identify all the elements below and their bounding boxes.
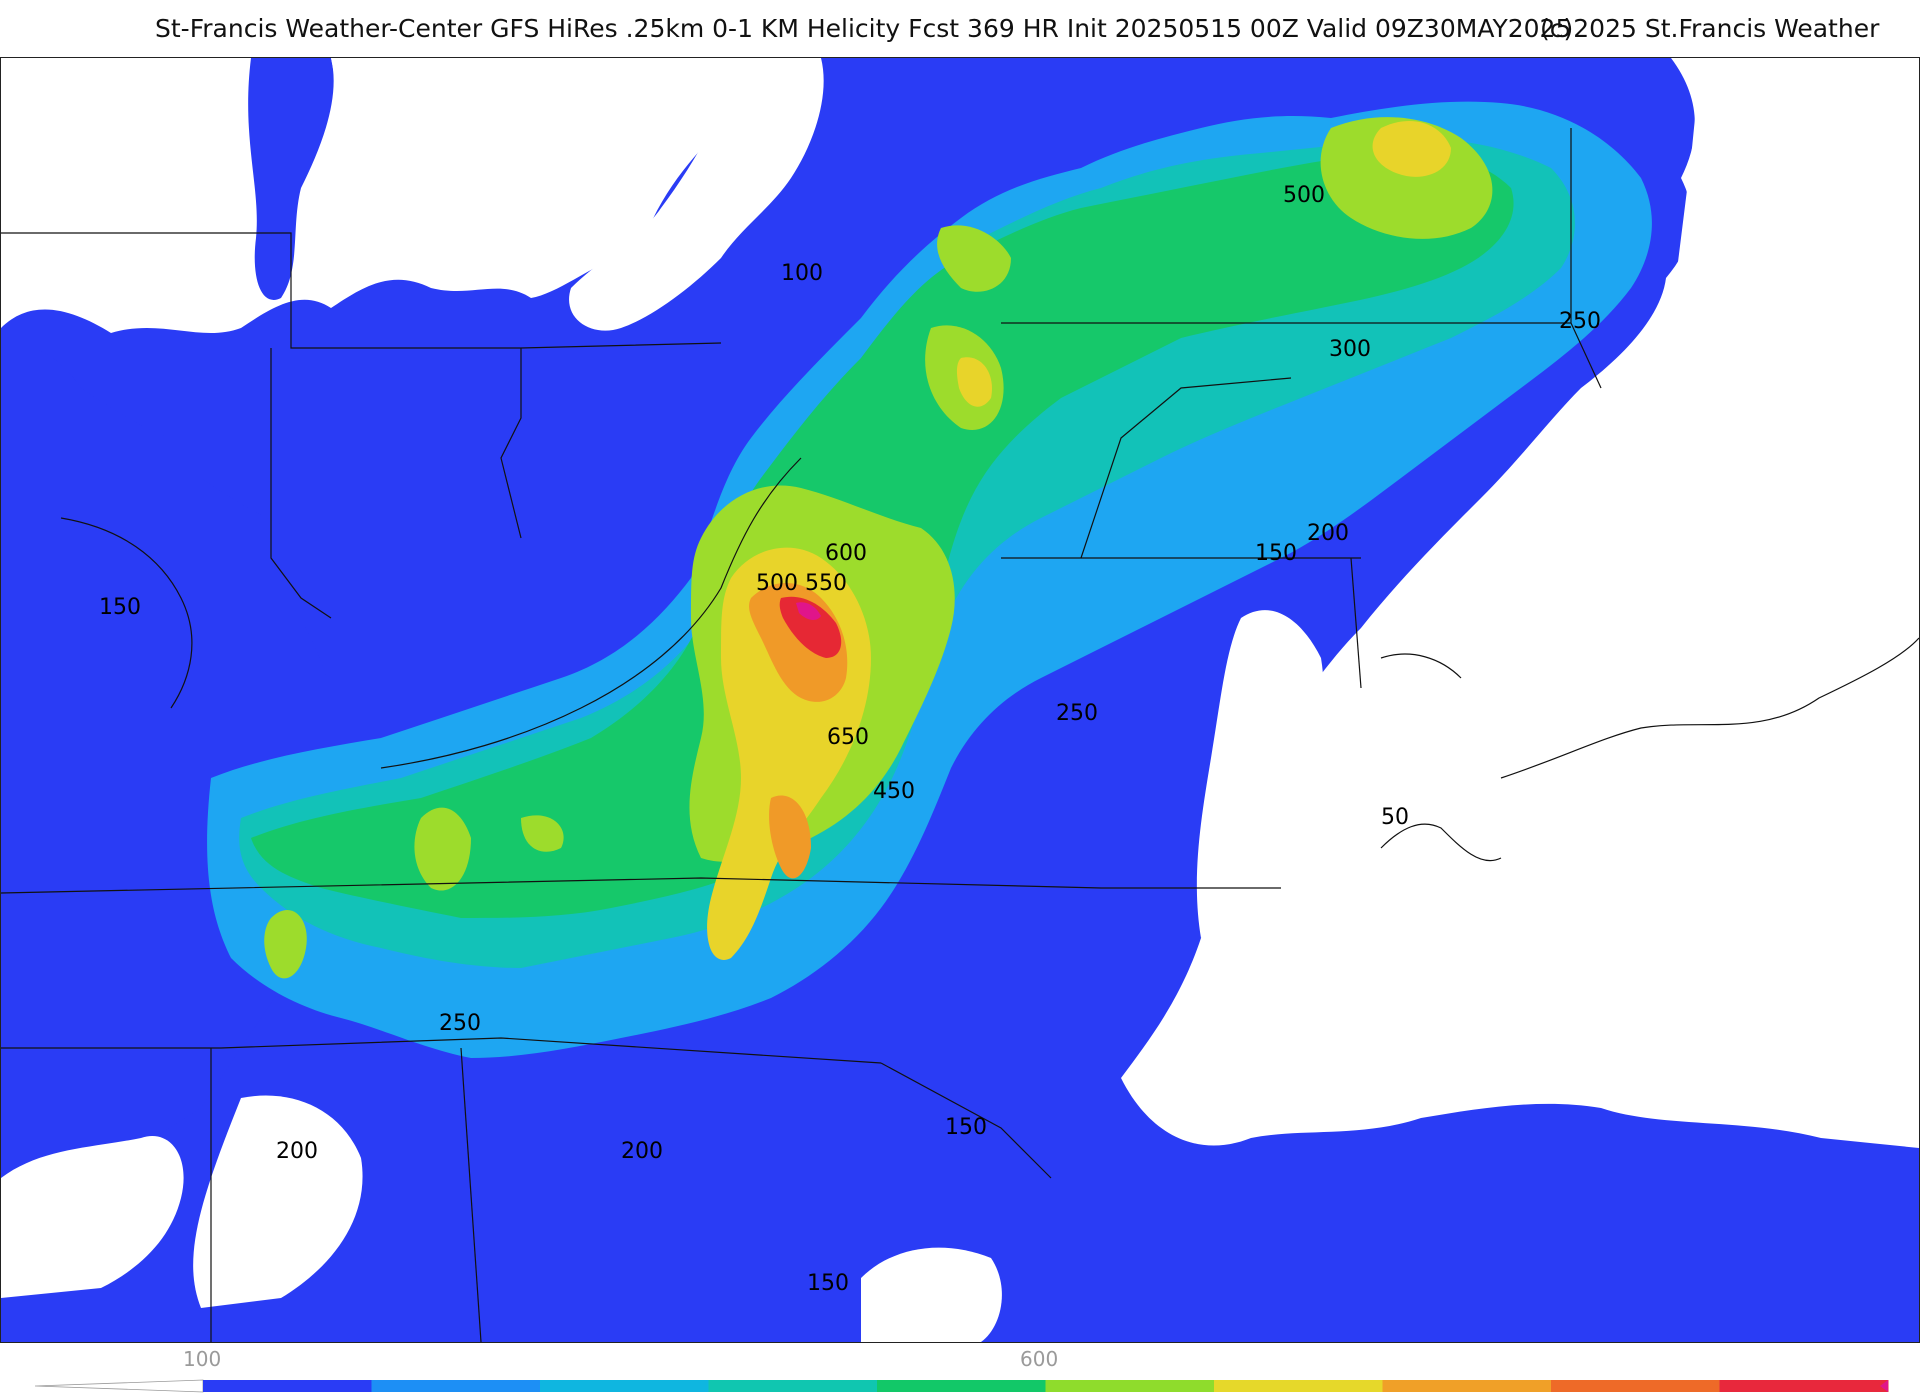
contour-labels: 100 150 500 550 600 650 450 250 200 150 …	[99, 183, 1601, 1296]
contour-label: 500 550	[756, 571, 847, 596]
colorbar-segment	[540, 1380, 709, 1392]
fill-yellowgreen-n2	[937, 225, 1011, 292]
colorbar-segment	[708, 1380, 878, 1392]
contour-label: 150	[945, 1115, 987, 1140]
gap-white-sw2	[193, 1095, 363, 1308]
gap-white-nw	[331, 58, 650, 279]
gap-white-ne	[1561, 58, 1919, 767]
fill-yellow-ne	[1372, 120, 1451, 177]
fill-magenta-core	[796, 602, 821, 620]
fill-blue-nw	[248, 58, 334, 300]
contour-label: 650	[827, 725, 869, 750]
contour-label: 150	[99, 595, 141, 620]
colorbar-segment	[877, 1380, 1046, 1392]
colorbar-segment	[1045, 1380, 1215, 1392]
colorbar-high-arrow	[1880, 1380, 1888, 1392]
map-panel[interactable]: 100 150 500 550 600 650 450 250 200 150 …	[0, 57, 1920, 1343]
colorbar-low-arrow	[34, 1379, 204, 1393]
contour-label: 150	[807, 1271, 849, 1296]
colorbar-tick-label: 100	[183, 1347, 221, 1371]
colorbar-segments	[34, 1379, 1889, 1393]
contour-label: 500	[1283, 183, 1325, 208]
colorbar-segment	[203, 1380, 372, 1392]
contour-lines	[1, 128, 1919, 1342]
fill-yellow-n1	[956, 357, 992, 407]
map-title: St-Francis Weather-Center GFS HiRes .25k…	[0, 14, 1920, 54]
contour-label: 100	[781, 261, 823, 286]
gap-white-ocean	[1205, 795, 1919, 1118]
gap-white-s	[861, 1247, 1002, 1342]
contour-label: 200	[621, 1139, 663, 1164]
contour-label: 250	[1559, 309, 1601, 334]
helicity-map: 100 150 500 550 600 650 450 250 200 150 …	[1, 58, 1919, 1342]
colorbar: 100 600	[34, 1347, 1889, 1393]
contour-label: 50	[1381, 805, 1409, 830]
fill-yellowgreen-w3	[521, 815, 564, 852]
colorbar-segment	[1719, 1380, 1889, 1392]
contour-label: 150	[1255, 541, 1297, 566]
contour-label: 450	[873, 779, 915, 804]
fill-yellowgreen-w2	[264, 909, 307, 979]
colorbar-segment	[1551, 1380, 1720, 1392]
contour-label: 600	[825, 541, 867, 566]
colorbar-tick-label: 600	[1020, 1347, 1058, 1371]
fill-red-core	[779, 596, 842, 658]
gap-white-sw	[1, 1136, 184, 1298]
colorbar-segment	[1382, 1380, 1552, 1392]
fill-yellowgreen-w1	[414, 807, 471, 891]
gap-white-north	[569, 58, 824, 331]
contour-label: 300	[1329, 337, 1371, 362]
title-text: St-Francis Weather-Center GFS HiRes .25k…	[155, 14, 1572, 43]
gap-white-coast	[1196, 610, 1324, 938]
copyright-text: (c)2025 St.Francis Weather	[1540, 14, 1880, 43]
colorbar-segment	[371, 1380, 541, 1392]
colorbar-segment	[1214, 1380, 1383, 1392]
fill-orange-s	[769, 795, 811, 879]
contour-label: 250	[1056, 701, 1098, 726]
contour-label: 200	[276, 1139, 318, 1164]
contour-label: 200	[1307, 521, 1349, 546]
contour-label: 250	[439, 1011, 481, 1036]
